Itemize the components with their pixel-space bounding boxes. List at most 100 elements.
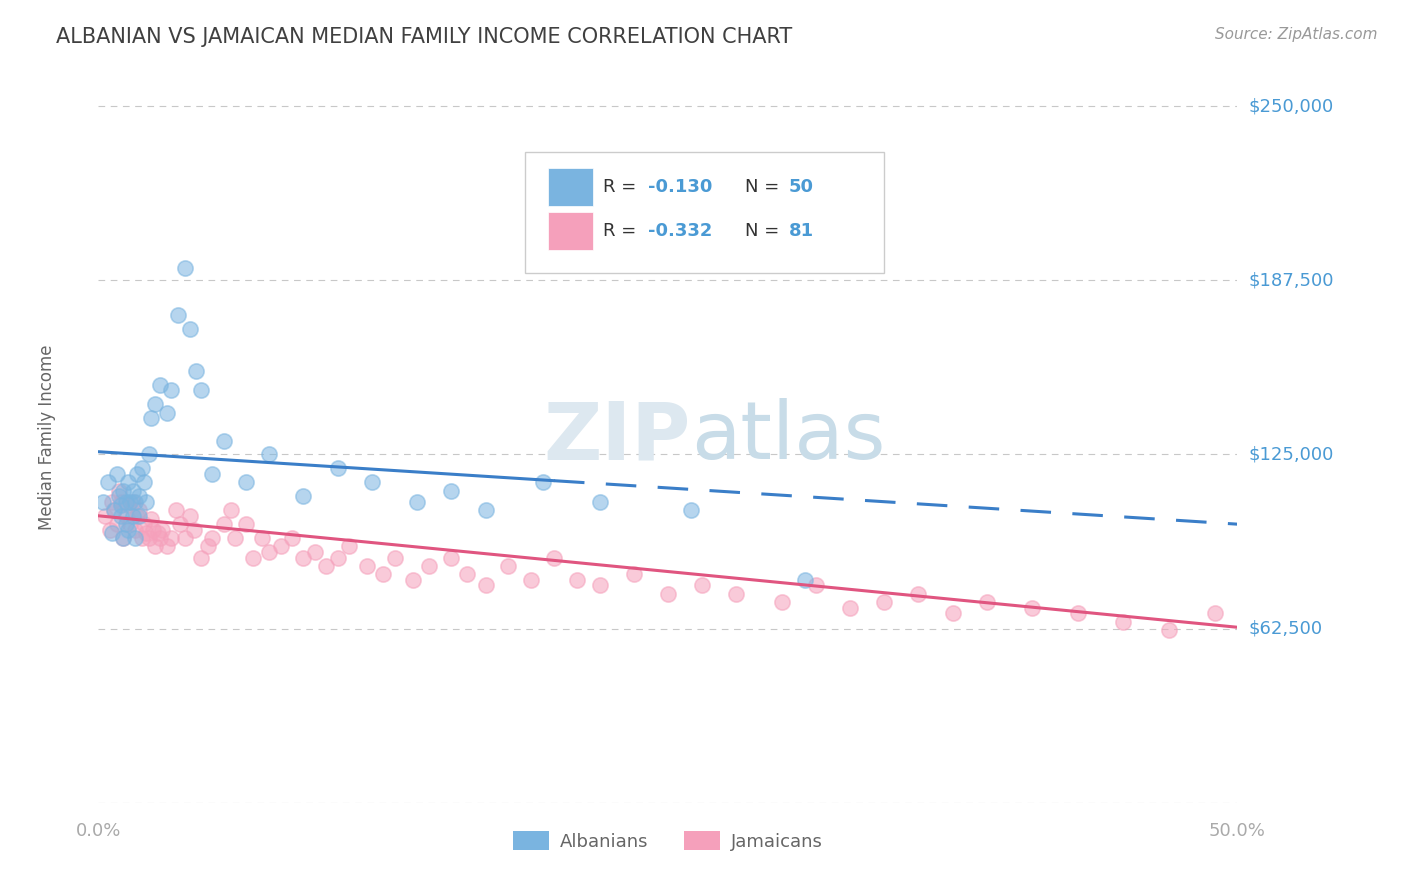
Point — [418, 558, 440, 573]
Point — [281, 531, 304, 545]
Point — [259, 545, 281, 559]
Point — [190, 550, 212, 565]
Point — [315, 558, 337, 573]
Point — [160, 384, 183, 398]
Point — [183, 523, 205, 537]
Text: 81: 81 — [789, 222, 814, 240]
Point — [212, 517, 235, 532]
Point — [179, 322, 201, 336]
Point — [139, 411, 162, 425]
Point — [105, 517, 128, 532]
Point — [149, 377, 172, 392]
Point — [91, 495, 114, 509]
Point — [440, 483, 463, 498]
Point — [128, 489, 150, 503]
Point — [190, 384, 212, 398]
Point — [105, 467, 128, 481]
Point — [138, 531, 160, 545]
Point — [1157, 623, 1180, 637]
Point — [121, 508, 143, 523]
Point — [1249, 629, 1271, 643]
Text: $250,000: $250,000 — [1249, 97, 1334, 115]
Point — [120, 517, 142, 532]
Point — [114, 495, 136, 509]
Text: $187,500: $187,500 — [1249, 271, 1334, 289]
Point — [179, 508, 201, 523]
Point — [873, 595, 896, 609]
Point — [456, 567, 478, 582]
Point — [124, 523, 146, 537]
Text: R =: R = — [603, 178, 643, 196]
Point — [108, 489, 131, 503]
Point — [121, 483, 143, 498]
Point — [101, 495, 124, 509]
Point — [1340, 634, 1362, 648]
Point — [1204, 607, 1226, 621]
Point — [679, 503, 702, 517]
Point — [839, 600, 862, 615]
Point — [219, 503, 242, 517]
Point — [588, 578, 610, 592]
Point — [145, 397, 167, 411]
Point — [135, 495, 157, 509]
Point — [252, 531, 274, 545]
Text: atlas: atlas — [690, 398, 884, 476]
Point — [402, 573, 425, 587]
Text: ZIP: ZIP — [543, 398, 690, 476]
Point — [146, 525, 169, 540]
Point — [543, 550, 565, 565]
Point — [132, 517, 155, 532]
Point — [565, 573, 588, 587]
Point — [103, 503, 125, 517]
Point — [117, 475, 139, 490]
Point — [474, 578, 496, 592]
Text: ALBANIAN VS JAMAICAN MEDIAN FAMILY INCOME CORRELATION CHART: ALBANIAN VS JAMAICAN MEDIAN FAMILY INCOM… — [56, 27, 793, 46]
Point — [304, 545, 326, 559]
Point — [149, 531, 172, 545]
Point — [110, 508, 132, 523]
Text: Median Family Income: Median Family Income — [38, 344, 56, 530]
Point — [94, 508, 117, 523]
Point — [201, 531, 224, 545]
Point — [360, 475, 382, 490]
Point — [138, 448, 160, 462]
Point — [112, 531, 135, 545]
Point — [371, 567, 394, 582]
Point — [156, 540, 179, 554]
Point — [132, 475, 155, 490]
Point — [793, 573, 815, 587]
Point — [114, 517, 136, 532]
Point — [588, 495, 610, 509]
Point — [174, 531, 197, 545]
Text: $125,000: $125,000 — [1249, 445, 1334, 464]
Point — [128, 508, 150, 523]
Point — [337, 540, 360, 554]
Point — [474, 503, 496, 517]
FancyBboxPatch shape — [548, 211, 593, 250]
Point — [165, 503, 187, 517]
Point — [169, 517, 191, 532]
Point — [242, 550, 264, 565]
Point — [224, 531, 246, 545]
Point — [657, 587, 679, 601]
Text: -0.130: -0.130 — [648, 178, 713, 196]
Point — [770, 595, 793, 609]
Point — [197, 540, 219, 554]
Point — [440, 550, 463, 565]
Point — [186, 364, 208, 378]
Point — [259, 448, 281, 462]
Point — [212, 434, 235, 448]
Text: R =: R = — [603, 222, 643, 240]
Point — [356, 558, 378, 573]
Point — [121, 495, 143, 509]
Point — [112, 531, 135, 545]
Point — [1021, 600, 1043, 615]
Point — [498, 558, 520, 573]
Point — [128, 503, 150, 517]
Point — [131, 531, 153, 545]
Point — [103, 503, 125, 517]
Point — [907, 587, 929, 601]
Point — [120, 495, 142, 509]
Point — [942, 607, 965, 621]
Text: Source: ZipAtlas.com: Source: ZipAtlas.com — [1215, 27, 1378, 42]
